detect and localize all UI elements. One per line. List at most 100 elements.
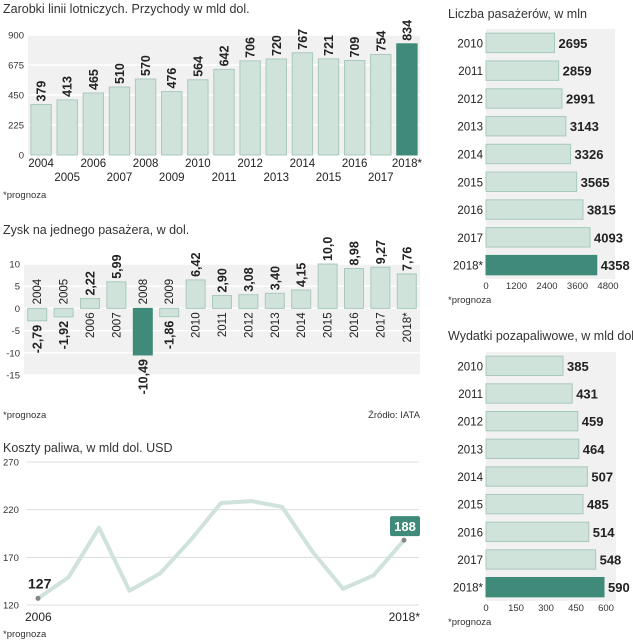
nonfuel-y-label: 2017	[457, 555, 483, 567]
profit-value-label: 10,0	[321, 237, 335, 261]
profit-bar-2013	[264, 292, 285, 309]
fuel-y-tick: 220	[3, 505, 19, 516]
passengers-y-label: 2017	[457, 233, 483, 245]
nonfuel-value-label: 507	[591, 470, 613, 485]
profit-value-label: 9,27	[374, 240, 388, 264]
passengers-footnote: *prognoza	[448, 295, 492, 306]
profit-value-label: 3,40	[268, 266, 282, 290]
passengers-value-label: 2991	[566, 91, 595, 106]
profit-bar-2016	[343, 268, 365, 309]
nonfuel-chart: Wydatki pozapaliwowe, w mld dol 2010 385 2…	[448, 329, 633, 628]
passengers-bar-2015	[485, 171, 578, 193]
profit-value-label: -1,92	[57, 321, 71, 350]
profit-x-label: 2016	[349, 312, 361, 338]
revenue-bar-2016	[343, 59, 366, 156]
revenue-footnote: *prognoza	[3, 190, 47, 201]
revenue-value-label: 767	[296, 29, 310, 50]
passengers-bar-2016	[485, 199, 584, 220]
nonfuel-bar-2015	[485, 493, 584, 515]
revenue-y-tick: 900	[8, 31, 24, 42]
profit-x-label: 2014	[296, 312, 308, 338]
profit-value-label: 6,42	[189, 253, 203, 277]
passengers-y-label: 2012	[457, 94, 483, 106]
passengers-value-label: 3143	[570, 119, 599, 134]
nonfuel-value-label: 590	[608, 580, 630, 595]
revenue-x-label: 2007	[107, 172, 133, 184]
revenue-chart: Zarobki linii lotniczych. Przychody w ml…	[3, 2, 422, 201]
revenue-value-label: 465	[87, 69, 101, 90]
revenue-bar-2006	[82, 92, 105, 156]
nonfuel-chart-title: Wydatki pozapaliwowe, w mld dol	[448, 329, 633, 343]
passengers-bar-2018-forecast	[485, 254, 598, 276]
nonfuel-x-tick: 0	[483, 603, 488, 614]
profit-x-label: 2010	[191, 312, 203, 338]
nonfuel-y-label: 2013	[457, 444, 483, 456]
revenue-x-label: 2016	[342, 158, 368, 170]
revenue-value-label: 413	[61, 76, 75, 97]
fuel-chart-title: Koszty paliwa, w mld dol. USD	[3, 441, 173, 455]
profit-value-label: 3,08	[242, 267, 256, 291]
profit-x-label: 2017	[375, 312, 387, 338]
passengers-bar-2011	[485, 60, 560, 81]
profit-x-label: 2009	[164, 279, 176, 305]
revenue-value-label: 834	[400, 20, 414, 41]
revenue-bar-2015	[317, 58, 340, 156]
fuel-series-line	[36, 499, 406, 600]
passengers-value-label: 3815	[587, 203, 616, 218]
passengers-x-tick: 1200	[506, 281, 527, 292]
profit-bar-2006	[79, 298, 101, 309]
passengers-value-label: 4358	[601, 258, 630, 273]
passengers-y-label: 2010	[457, 38, 483, 50]
revenue-y-tick: 225	[8, 121, 24, 132]
fuel-point	[35, 595, 41, 601]
profit-x-label: 2004	[32, 278, 44, 304]
revenue-bar-2004	[30, 103, 52, 156]
profit-value-label: 5,99	[110, 254, 124, 278]
nonfuel-x-tick: 450	[568, 603, 584, 614]
revenue-bar-2014	[291, 52, 314, 156]
revenue-bar-2008	[134, 78, 157, 156]
nonfuel-x-tick: 150	[508, 603, 524, 614]
profit-x-label: 2007	[111, 312, 123, 338]
revenue-x-label: 2008	[133, 158, 159, 170]
nonfuel-bar-2013	[485, 438, 580, 460]
passengers-value-label: 3565	[581, 175, 610, 190]
revenue-value-label: 564	[191, 56, 205, 77]
passengers-y-label: 2015	[457, 177, 483, 189]
fuel-x-label: 2006	[25, 610, 52, 624]
profit-y-tick: -10	[6, 348, 20, 359]
profit-bar-2007	[106, 281, 127, 309]
profit-chart: Zysk na jednego pasażera, w dol. 1050-5-…	[3, 223, 421, 421]
revenue-x-label: 2006	[81, 158, 107, 170]
revenue-x-label: 2012	[237, 158, 263, 170]
profit-x-label: 2011	[217, 312, 229, 337]
revenue-value-label: 510	[113, 63, 127, 84]
profit-bar-2018-forecast	[396, 273, 417, 309]
profit-y-tick: 10	[9, 260, 20, 271]
fuel-y-tick: 120	[3, 601, 19, 612]
profit-y-tick: -5	[12, 326, 20, 337]
revenue-x-label: 2009	[159, 172, 185, 184]
profit-x-label: 2005	[59, 279, 71, 305]
passengers-y-label: 2016	[457, 205, 483, 217]
revenue-value-label: 720	[270, 35, 284, 56]
revenue-x-label: 2004	[28, 158, 54, 170]
revenue-x-label: 2005	[54, 172, 80, 184]
profit-value-label: 2,22	[84, 271, 98, 295]
passengers-chart: Liczba pasażerów, w mln 2010 2695 2011 2859…	[448, 7, 630, 306]
revenue-value-label: 721	[322, 35, 336, 56]
passengers-bar-2010	[485, 32, 555, 54]
nonfuel-value-label: 548	[600, 553, 622, 568]
profit-bar-2014	[291, 289, 312, 309]
nonfuel-value-label: 431	[576, 387, 598, 402]
passengers-bar-2013	[485, 116, 567, 137]
passengers-bar-2012	[485, 88, 563, 109]
fuel-footnote: *prognoza	[3, 629, 47, 640]
profit-value-label: 4,15	[295, 263, 309, 287]
revenue-x-label: 2018*	[392, 158, 423, 170]
fuel-x-label: 2018*	[389, 610, 421, 624]
revenue-value-label: 642	[218, 45, 232, 66]
nonfuel-value-label: 514	[593, 525, 615, 540]
profit-value-label: -10,49	[136, 359, 150, 394]
profit-x-label: 2008	[138, 279, 150, 305]
